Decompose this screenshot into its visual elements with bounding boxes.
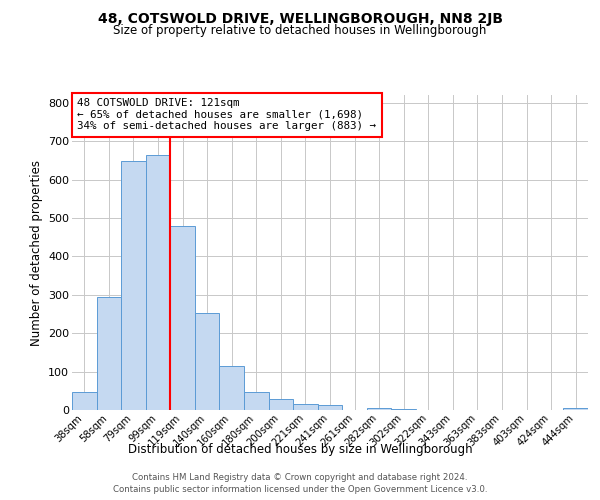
- Text: Contains public sector information licensed under the Open Government Licence v3: Contains public sector information licen…: [113, 485, 487, 494]
- Bar: [318, 404, 342, 410]
- Text: Size of property relative to detached houses in Wellingborough: Size of property relative to detached ho…: [113, 24, 487, 37]
- Text: 48, COTSWOLD DRIVE, WELLINGBOROUGH, NN8 2JB: 48, COTSWOLD DRIVE, WELLINGBOROUGH, NN8 …: [97, 12, 503, 26]
- Text: Distribution of detached houses by size in Wellingborough: Distribution of detached houses by size …: [128, 442, 472, 456]
- Bar: [293, 404, 318, 410]
- Y-axis label: Number of detached properties: Number of detached properties: [29, 160, 43, 346]
- Bar: [269, 399, 293, 410]
- Bar: [563, 408, 588, 410]
- Bar: [367, 408, 391, 410]
- Bar: [244, 392, 269, 410]
- Text: Contains HM Land Registry data © Crown copyright and database right 2024.: Contains HM Land Registry data © Crown c…: [132, 472, 468, 482]
- Text: 48 COTSWOLD DRIVE: 121sqm
← 65% of detached houses are smaller (1,698)
34% of se: 48 COTSWOLD DRIVE: 121sqm ← 65% of detac…: [77, 98, 376, 132]
- Bar: [121, 161, 146, 410]
- Bar: [97, 298, 121, 410]
- Bar: [170, 226, 195, 410]
- Bar: [146, 156, 170, 410]
- Bar: [72, 392, 97, 410]
- Bar: [220, 366, 244, 410]
- Bar: [391, 409, 416, 410]
- Bar: [195, 313, 220, 410]
